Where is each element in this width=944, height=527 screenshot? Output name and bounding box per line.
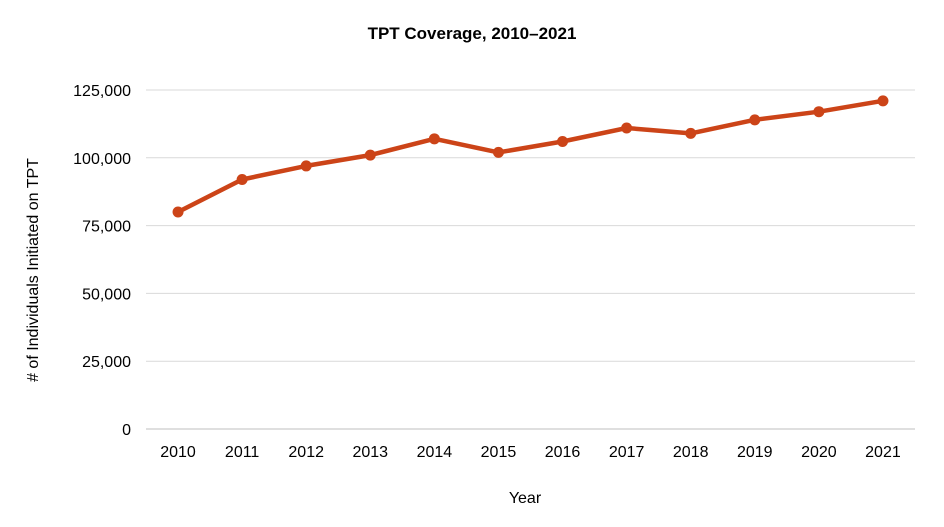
x-tick-label: 2017 [609, 444, 645, 461]
series-line [175, 98, 886, 215]
y-tick-label: 50,000 [82, 286, 131, 303]
x-tick-label: 2019 [737, 444, 773, 461]
data-point [236, 173, 248, 185]
y-tick-label: 75,000 [82, 219, 131, 236]
data-points [172, 95, 889, 218]
chart-title: TPT Coverage, 2010–2021 [368, 24, 577, 43]
y-tick-label: 100,000 [73, 151, 131, 168]
x-tick-label: 2018 [673, 444, 709, 461]
y-axis-label: # of Individuals Initiated on TPT [25, 158, 42, 382]
x-tick-label: 2014 [417, 444, 453, 461]
gridlines [146, 89, 915, 430]
data-point [621, 122, 633, 134]
x-axis-label: Year [509, 490, 542, 507]
y-tick-labels: 0 25,000 50,000 75,000 100,000 125,000 [73, 83, 131, 439]
y-tick-label: 0 [122, 422, 131, 439]
x-tick-label: 2011 [225, 444, 260, 461]
y-tick-label: 125,000 [73, 83, 131, 100]
y-tick-label: 25,000 [82, 354, 131, 371]
data-point [813, 106, 825, 118]
data-point [300, 160, 312, 172]
data-point [364, 149, 376, 161]
x-tick-label: 2020 [801, 444, 837, 461]
x-tick-label: 2013 [352, 444, 388, 461]
data-point [685, 127, 697, 139]
series-line-layer [175, 98, 886, 215]
data-point [749, 114, 761, 126]
data-point [428, 133, 440, 145]
x-tick-label: 2012 [288, 444, 324, 461]
x-tick-label: 2021 [865, 444, 901, 461]
x-tick-label: 2015 [481, 444, 517, 461]
data-point [557, 136, 569, 148]
x-tick-labels: 2010 2011 2012 2013 2014 2015 2016 2017 2018 2019… [160, 444, 901, 461]
data-point [877, 95, 889, 107]
x-tick-label: 2016 [545, 444, 581, 461]
data-point [172, 206, 184, 218]
data-point [492, 146, 504, 158]
x-tick-label: 2010 [160, 444, 196, 461]
